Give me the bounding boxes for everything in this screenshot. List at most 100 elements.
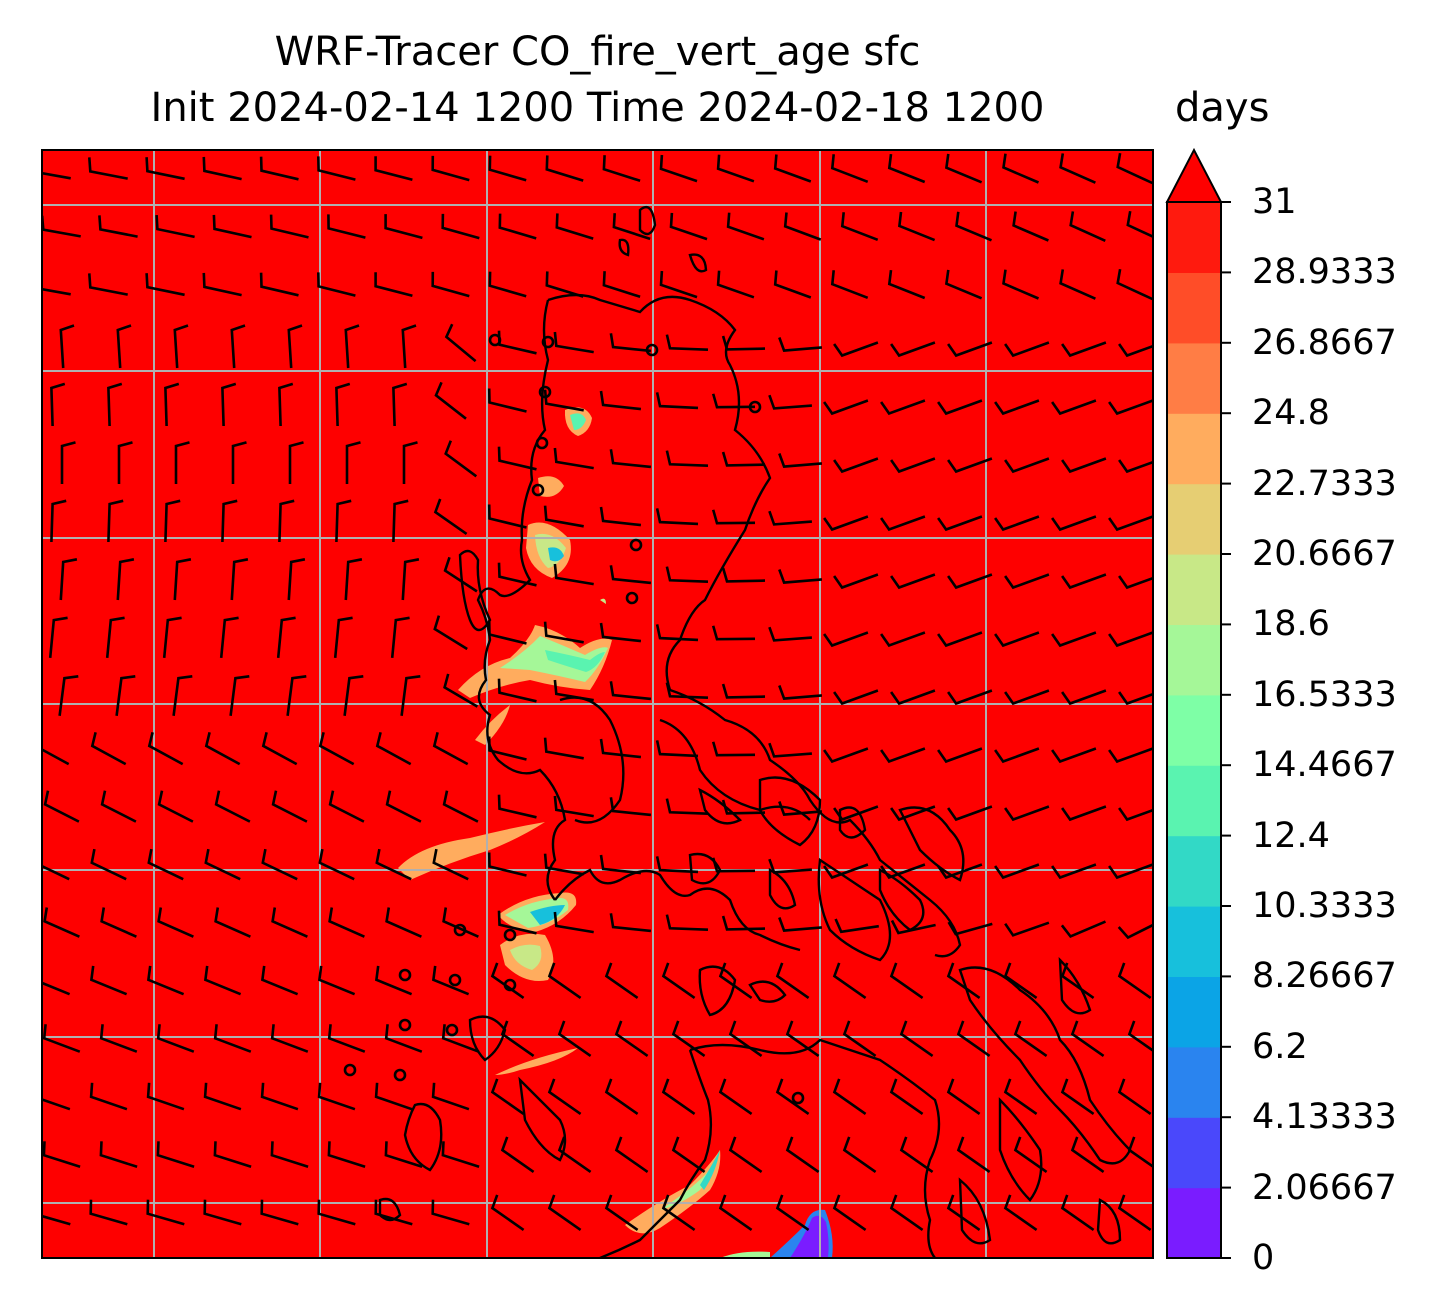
wind-barb — [441, 1024, 480, 1053]
colorbar-segment — [1167, 1117, 1221, 1189]
wind-barb — [497, 794, 537, 819]
wind-barb — [547, 1078, 582, 1115]
wind-barb — [443, 556, 478, 593]
wind-barb — [42, 1098, 71, 1111]
wind-barb — [1069, 211, 1106, 242]
wind-barb — [288, 441, 304, 484]
wind-barb — [259, 156, 299, 181]
wind-barb — [545, 271, 584, 298]
wind-barb — [444, 323, 477, 363]
wind-barb — [783, 212, 822, 241]
wind-barb — [203, 1199, 242, 1226]
wind-barb — [431, 965, 470, 996]
wind-barb — [384, 214, 423, 240]
plume-patch — [700, 1150, 720, 1190]
wind-barb — [392, 382, 408, 427]
wind-barb — [775, 962, 810, 999]
wind-barb — [937, 515, 983, 532]
wind-barb — [497, 910, 537, 935]
wind-barb — [775, 1194, 810, 1231]
wind-barb — [768, 626, 812, 642]
coastline — [898, 806, 965, 882]
wind-barb — [721, 335, 766, 351]
wind-barb — [42, 287, 71, 296]
wind-barb — [335, 499, 352, 543]
wind-barb — [655, 856, 699, 874]
wind-barb — [1013, 1136, 1048, 1173]
wind-barb — [374, 1082, 413, 1111]
colorbar-frame — [1166, 201, 1222, 1259]
wind-barb — [711, 509, 756, 525]
plume-patch — [475, 705, 510, 745]
wind-barb — [671, 1020, 706, 1057]
wind-barb — [390, 616, 410, 659]
wind-barb — [946, 1078, 981, 1115]
wind-barb — [728, 1020, 763, 1057]
wind-barb — [823, 631, 869, 648]
wind-barb — [497, 678, 537, 703]
wind-barb — [880, 631, 926, 648]
wind-barb — [401, 558, 420, 601]
wind-barb — [343, 675, 364, 716]
wind-barb — [164, 499, 181, 543]
wind-barb — [116, 324, 132, 369]
wind-barb — [994, 863, 1040, 880]
tracer-age-plumes — [398, 407, 833, 1258]
wind-barb — [665, 566, 709, 583]
coastline — [998, 1097, 1043, 1202]
wind-barb — [609, 333, 652, 353]
wind-barb — [162, 616, 182, 659]
wind-barb — [665, 682, 709, 699]
wind-barb — [609, 681, 652, 701]
coastlines — [343, 205, 1132, 1258]
wind-barb — [115, 675, 136, 716]
wind-barb — [946, 1194, 981, 1231]
wind-barb — [842, 1136, 877, 1173]
calm-wind-marker — [531, 483, 545, 497]
wind-barb — [890, 919, 936, 935]
wind-barb — [547, 962, 582, 999]
wind-barb — [497, 562, 537, 587]
wind-barb — [840, 212, 879, 242]
wind-barb — [937, 399, 983, 416]
wind-barb — [173, 324, 189, 369]
wind-barb — [221, 382, 237, 427]
wind-barb — [271, 790, 308, 823]
wind-barb — [726, 212, 765, 241]
colorbar-segment — [1167, 554, 1221, 625]
wind-barb — [488, 271, 527, 298]
wind-barb — [344, 558, 363, 601]
wind-barb — [665, 334, 709, 351]
wind-barb — [609, 565, 652, 585]
plume-patch — [530, 905, 565, 925]
wind-barb — [1012, 211, 1049, 242]
wind-barb — [994, 631, 1040, 648]
wind-barb — [231, 441, 247, 484]
wind-barb — [599, 854, 642, 875]
wind-barb — [721, 451, 766, 467]
colorbar-tick-label: 12.4 — [1252, 815, 1330, 856]
wind-barb — [490, 962, 525, 999]
wind-barb — [327, 1024, 366, 1053]
wind-barb — [1108, 631, 1153, 648]
wind-barb — [1060, 1078, 1095, 1115]
wind-barb — [1118, 807, 1153, 822]
coastline — [659, 718, 811, 821]
wind-barb — [721, 683, 766, 699]
wind-barb — [442, 790, 479, 823]
wind-barb — [487, 388, 527, 413]
calm-wind-marker — [448, 973, 462, 987]
wind-barb — [146, 965, 185, 996]
calm-wind-marker — [343, 1063, 357, 1077]
wind-barb — [156, 1024, 195, 1053]
wind-barb — [487, 736, 527, 761]
wind-barb — [1004, 921, 1050, 937]
colorbar-segment — [1167, 272, 1221, 344]
colorbar-tick-label: 31 — [1252, 182, 1297, 222]
wind-barb — [434, 381, 467, 420]
wind-barb — [547, 1194, 582, 1231]
wind-barb — [890, 573, 936, 590]
wind-barb — [98, 215, 138, 238]
wind-barb — [42, 748, 70, 766]
wind-barb — [1061, 573, 1107, 590]
